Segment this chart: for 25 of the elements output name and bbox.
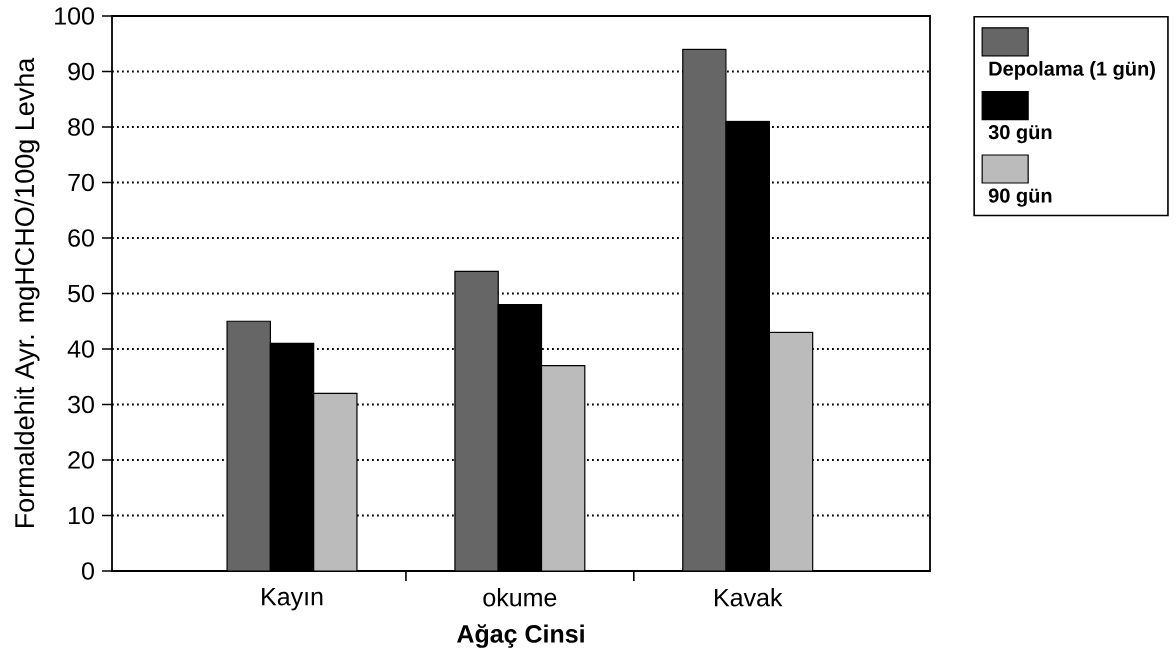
y-axis-title: Formaldehit Ayr. mgHCHO/100g Levha xyxy=(14,57,40,528)
y-tick-label: 10 xyxy=(69,506,94,525)
bar xyxy=(454,270,499,571)
bar xyxy=(226,320,271,571)
y-tick-label: 100 xyxy=(55,7,94,25)
bar xyxy=(540,365,586,571)
x-axis-title: Ağaç Cinsi xyxy=(457,624,584,648)
y-tick-label: 20 xyxy=(68,451,94,469)
bar xyxy=(682,48,727,571)
y-tick-label: 60 xyxy=(68,229,94,247)
y-tick-label: 90 xyxy=(68,62,94,81)
legend-label: Depolama (1 gün) xyxy=(989,61,1155,80)
x-tick-label: okume xyxy=(483,588,557,607)
legend-label: 30 gün xyxy=(988,125,1052,144)
y-tick-label: 0 xyxy=(82,562,94,580)
y-tick-label: 80 xyxy=(68,118,94,136)
y-tick-label: 40 xyxy=(67,340,94,358)
x-tick-label: Kayın xyxy=(262,588,323,611)
y-tick-label: 50 xyxy=(68,284,94,303)
y-tick-label: 30 xyxy=(68,395,94,414)
bar xyxy=(768,331,814,571)
bar xyxy=(313,392,358,571)
y-tick-label: 70 xyxy=(68,173,94,192)
x-tick-label: Kavak xyxy=(715,588,783,607)
legend-label: 90 gün xyxy=(988,188,1052,207)
